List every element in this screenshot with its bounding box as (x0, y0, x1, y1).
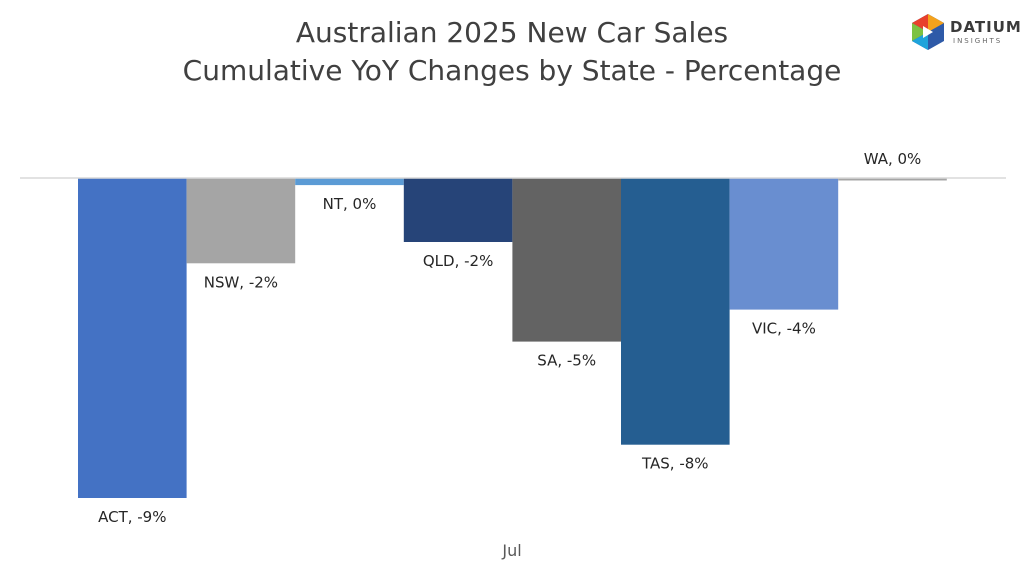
bar-sa (512, 178, 621, 342)
logo-subtitle: INSIGHTS (953, 37, 1003, 45)
data-label-wa: WA, 0% (864, 150, 922, 168)
bar-qld (403, 178, 513, 242)
bar-act (78, 178, 187, 498)
datium-logo-icon (912, 14, 944, 50)
chart-title-line-2: Cumulative YoY Changes by State - Percen… (182, 54, 842, 87)
data-label-qld: QLD, -2% (423, 252, 493, 270)
data-label-nt: NT, 0% (323, 195, 377, 213)
bar-wa (838, 178, 947, 181)
data-label-group: ACT, -9% NSW, -2% NT, 0% QLD, -2% SA, -5% TAS… (98, 150, 921, 526)
data-label-sa: SA, -5% (537, 352, 596, 370)
logo-name: DATIUM (950, 18, 1022, 36)
datium-logo: DATIUM INSIGHTS (910, 12, 1022, 56)
chart-title: Australian 2025 New Car Sales Cumulative… (0, 14, 1024, 90)
data-label-act: ACT, -9% (98, 508, 166, 526)
data-label-tas: TAS, -8% (641, 455, 709, 473)
bar-nt (295, 178, 404, 186)
x-category-label: Jul (501, 541, 521, 560)
bar-tas (621, 178, 730, 445)
bar-vic (729, 178, 839, 310)
data-label-vic: VIC, -4% (752, 320, 816, 338)
data-label-nsw: NSW, -2% (204, 273, 278, 291)
bar-group (78, 178, 947, 498)
bar-nsw (186, 178, 296, 264)
chart-title-line-1: Australian 2025 New Car Sales (295, 16, 729, 49)
